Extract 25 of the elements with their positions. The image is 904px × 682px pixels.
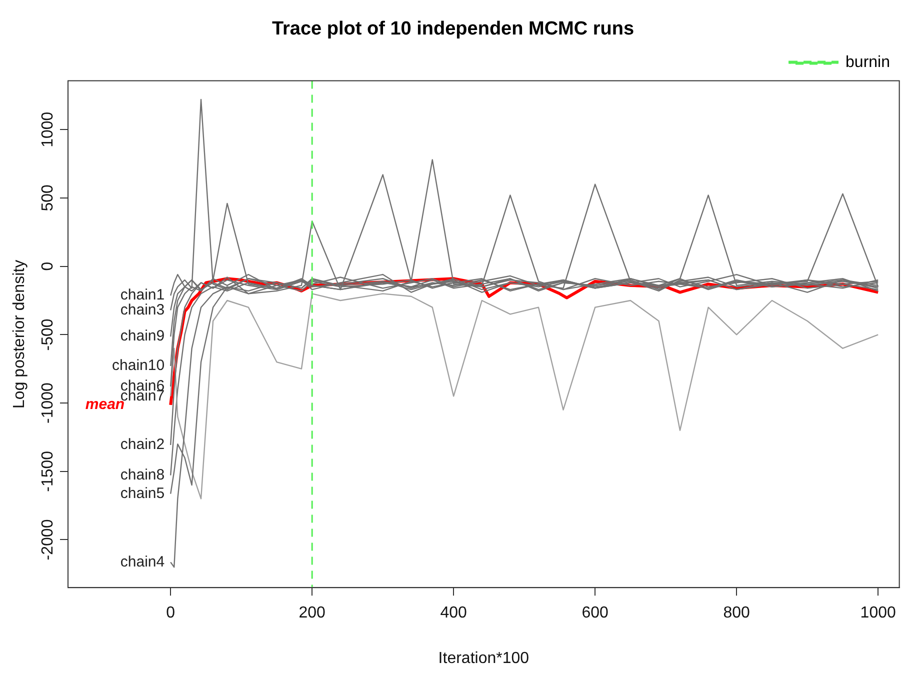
series-label: chain2 <box>120 436 165 454</box>
y-tick-label: 0 <box>39 262 56 271</box>
x-tick-label: 400 <box>440 604 468 622</box>
y-tick-label: 1000 <box>39 112 56 148</box>
series-label: chain1 <box>120 286 165 304</box>
legend-label: burnin <box>846 54 890 72</box>
series-label: chain5 <box>120 484 165 502</box>
x-tick-label: 1000 <box>860 604 896 622</box>
y-tick-label: -1000 <box>39 382 56 424</box>
series-label: chain10 <box>112 357 165 374</box>
series-label: chain8 <box>120 466 165 484</box>
y-tick-label: -500 <box>39 318 56 351</box>
chart-title: Trace plot of 10 independen MCMC runs <box>272 18 634 40</box>
x-tick-label: 600 <box>582 604 609 622</box>
series-label: chain9 <box>120 328 165 345</box>
x-tick-label: 200 <box>298 604 326 622</box>
y-tick-label: -1500 <box>39 450 56 492</box>
y-tick-label: 500 <box>39 184 56 212</box>
y-axis-title: Log posterior density <box>11 260 28 408</box>
x-axis-title: Iteration*100 <box>438 650 530 667</box>
x-tick-label: 0 <box>166 604 176 622</box>
x-tick-label: 800 <box>723 604 750 622</box>
series-label: chain3 <box>120 301 165 318</box>
series-label: chain4 <box>120 553 165 570</box>
y-tick-label: -2000 <box>39 519 56 560</box>
